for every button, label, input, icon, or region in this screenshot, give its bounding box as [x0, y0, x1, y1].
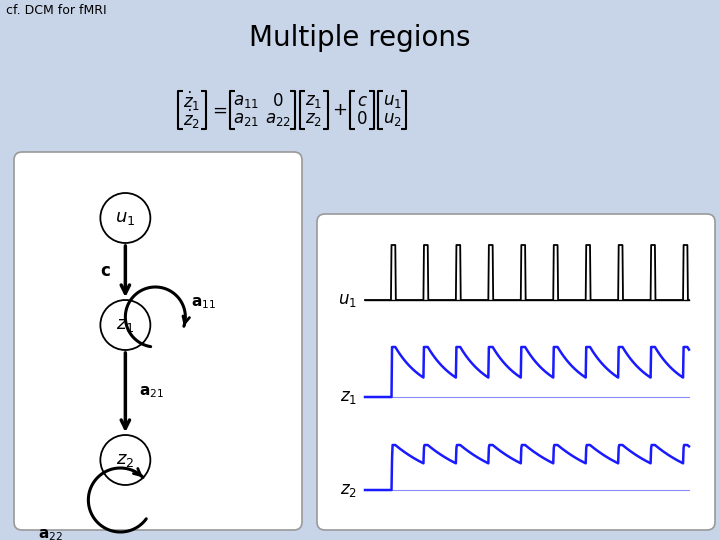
FancyBboxPatch shape — [14, 152, 302, 530]
Text: $z_2$: $z_2$ — [340, 481, 357, 499]
Text: $z_2$: $z_2$ — [305, 110, 323, 128]
Text: Multiple regions: Multiple regions — [249, 24, 471, 52]
Text: $z_2$: $z_2$ — [116, 451, 135, 469]
Text: cf. DCM for fMRI: cf. DCM for fMRI — [6, 4, 107, 17]
Text: $=$: $=$ — [209, 101, 228, 119]
Text: $+$: $+$ — [333, 101, 348, 119]
Text: $0$: $0$ — [272, 92, 284, 110]
Text: $\mathbf{a}_{21}$: $\mathbf{a}_{21}$ — [140, 384, 164, 400]
Text: $c$: $c$ — [356, 92, 367, 110]
Text: $u_1$: $u_1$ — [115, 209, 135, 227]
Circle shape — [100, 193, 150, 243]
Text: $u_1$: $u_1$ — [338, 291, 357, 309]
Circle shape — [100, 300, 150, 350]
Text: $\mathbf{a}_{22}$: $\mathbf{a}_{22}$ — [38, 527, 63, 540]
Text: $u_2$: $u_2$ — [382, 110, 401, 128]
Text: $a_{11}$: $a_{11}$ — [233, 92, 259, 110]
Text: $z_1$: $z_1$ — [340, 388, 357, 406]
Text: $\mathbf{a}_{11}$: $\mathbf{a}_{11}$ — [192, 295, 216, 311]
Text: $a_{21}$: $a_{21}$ — [233, 110, 259, 128]
FancyBboxPatch shape — [317, 214, 715, 530]
Text: $z_1$: $z_1$ — [116, 316, 135, 334]
Text: $0$: $0$ — [356, 110, 368, 128]
Text: $z_1$: $z_1$ — [305, 92, 323, 110]
Text: c: c — [101, 262, 110, 280]
Circle shape — [100, 435, 150, 485]
Text: $\dot{z}_1$: $\dot{z}_1$ — [184, 90, 201, 112]
Text: $a_{22}$: $a_{22}$ — [265, 110, 291, 128]
Text: $u_1$: $u_1$ — [382, 92, 402, 110]
Text: $\dot{z}_2$: $\dot{z}_2$ — [184, 107, 201, 131]
